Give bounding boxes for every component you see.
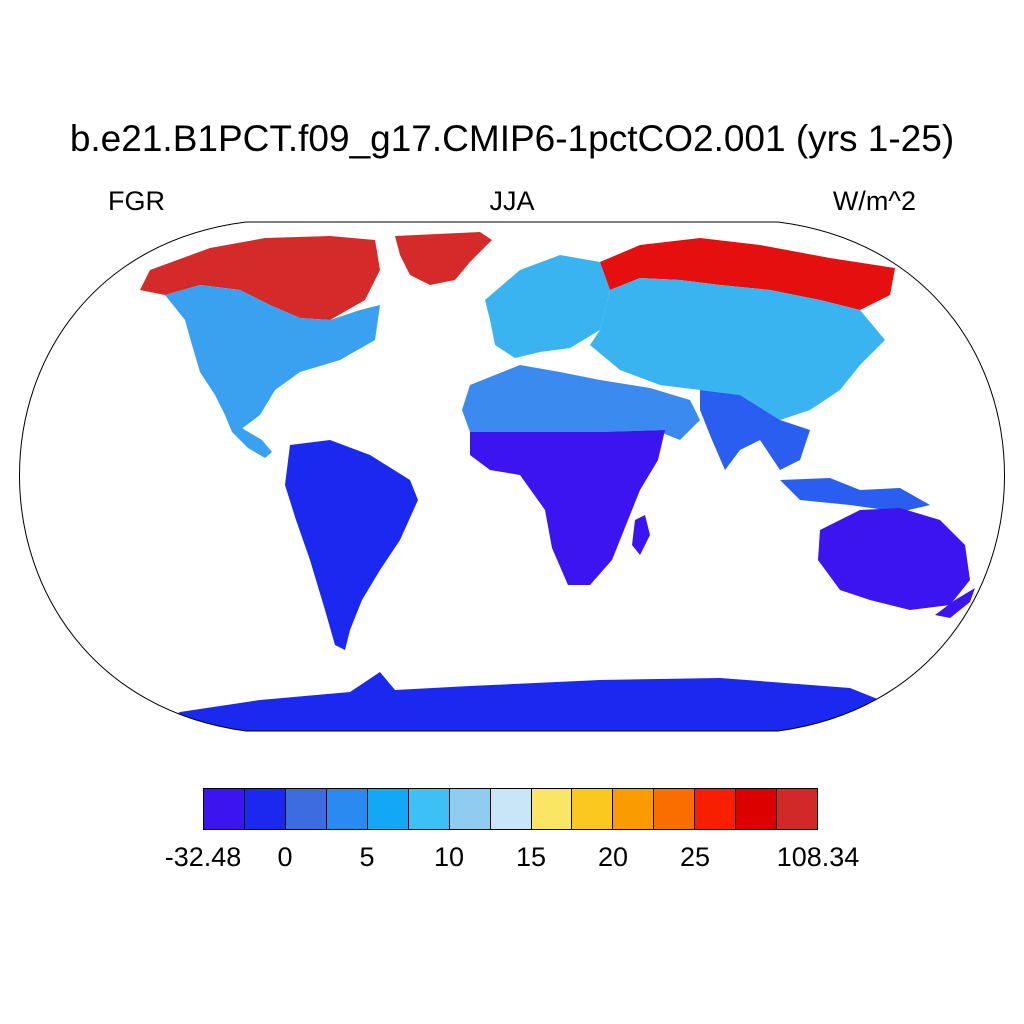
colorbar	[203, 788, 818, 830]
region-south-america	[285, 440, 418, 650]
colorbar-swatch	[736, 789, 778, 829]
units-label: W/m^2	[832, 186, 916, 216]
region-europe	[485, 255, 610, 358]
season-label: JJA	[489, 186, 535, 216]
colorbar-tick-label: 5	[359, 842, 375, 872]
globe-outline	[19, 221, 1005, 732]
region-australia	[818, 508, 970, 610]
region-siberia-north	[600, 238, 895, 310]
colorbar-tick-label: 25	[679, 842, 711, 872]
colorbar-swatch	[326, 789, 368, 829]
region-arabia	[600, 380, 700, 440]
region-antarctica	[150, 672, 900, 731]
colorbar-swatch	[285, 789, 327, 829]
colorbar-swatch	[613, 789, 655, 829]
region-greenland	[395, 232, 492, 285]
colorbar-swatch	[777, 789, 818, 829]
region-africa-north	[462, 365, 665, 432]
colorbar-swatch	[244, 789, 286, 829]
variable-label: FGR	[108, 186, 165, 216]
colorbar-swatch	[572, 789, 614, 829]
colorbar-swatch	[367, 789, 409, 829]
colorbar-tick-label: 0	[277, 842, 293, 872]
region-india-se-asia	[700, 390, 810, 470]
colorbar-swatch	[490, 789, 532, 829]
region-africa-south	[470, 430, 665, 585]
region-madagascar	[632, 515, 650, 555]
region-asia	[590, 278, 885, 420]
colorbar-labels: -32.48 0 5 10 15 20 25 108.34	[0, 842, 1024, 882]
region-canadian-arctic	[140, 236, 380, 320]
colorbar-tick-label: -32.48	[164, 842, 242, 872]
region-central-america	[225, 415, 272, 458]
colorbar-tick-label: 20	[597, 842, 629, 872]
colorbar-tick-label: 15	[515, 842, 547, 872]
region-new-zealand	[935, 588, 975, 618]
colorbar-swatch	[531, 789, 573, 829]
region-north-america	[165, 285, 380, 430]
colorbar-swatch	[408, 789, 450, 829]
region-maritime-asia	[780, 478, 930, 512]
colorbar-swatch	[204, 789, 245, 829]
plot-title: b.e21.B1PCT.f09_g17.CMIP6-1pctCO2.001 (y…	[69, 118, 955, 159]
colorbar-swatch	[449, 789, 491, 829]
colorbar-tick-label: 10	[433, 842, 465, 872]
colorbar-swatch	[695, 789, 737, 829]
colorbar-swatch	[654, 789, 696, 829]
colorbar-tick-label: 108.34	[776, 842, 860, 872]
